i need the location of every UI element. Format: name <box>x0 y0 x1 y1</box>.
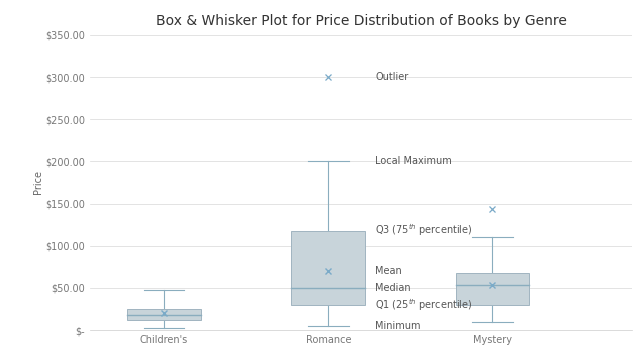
FancyBboxPatch shape <box>291 230 366 305</box>
Text: Mean: Mean <box>375 266 402 276</box>
FancyBboxPatch shape <box>127 309 201 320</box>
Text: Median: Median <box>375 283 411 293</box>
FancyBboxPatch shape <box>456 273 530 305</box>
Title: Box & Whisker Plot for Price Distribution of Books by Genre: Box & Whisker Plot for Price Distributio… <box>156 14 567 28</box>
Text: Q1 (25$^{th}$ percentile): Q1 (25$^{th}$ percentile) <box>375 297 473 313</box>
Text: Minimum: Minimum <box>375 321 420 331</box>
Text: Outlier: Outlier <box>375 72 408 82</box>
Text: Local Maximum: Local Maximum <box>375 157 452 166</box>
Text: Q3 (75$^{th}$ percentile): Q3 (75$^{th}$ percentile) <box>375 223 473 238</box>
Y-axis label: Price: Price <box>33 171 43 195</box>
